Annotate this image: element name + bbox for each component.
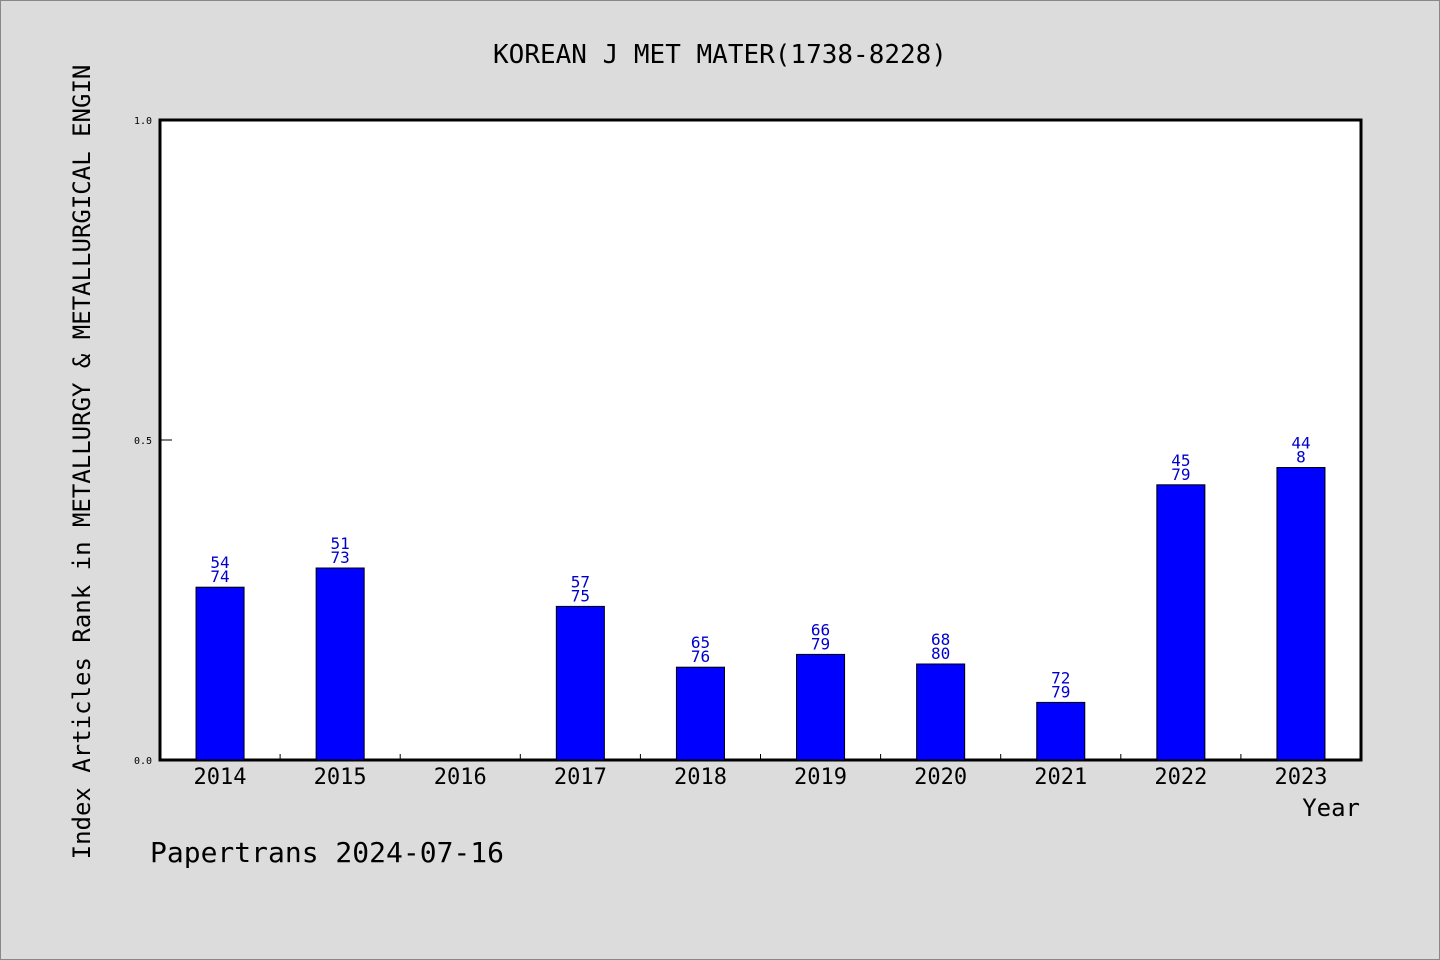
bar-2022 <box>1156 484 1206 761</box>
bar-label-top: 54 <box>210 553 229 572</box>
x-tick-label: 2015 <box>314 765 367 790</box>
bar-label-top: 44 <box>1291 434 1310 453</box>
y-axis-label: Index Articles Rank in METALLURGY & META… <box>68 65 96 860</box>
bar-label-bottom: 79 <box>811 634 830 653</box>
bar-label-top: 57 <box>571 572 590 591</box>
bar-2020 <box>916 663 966 761</box>
y-tick-label: 0.5 <box>134 436 152 447</box>
bar-label-top: 68 <box>931 630 950 649</box>
x-tick-label: 2020 <box>914 765 967 790</box>
x-tick-label: 2017 <box>554 765 607 790</box>
x-tick-label: 2018 <box>674 765 727 790</box>
bar-2023 <box>1276 467 1326 761</box>
bar-label-bottom: 79 <box>1051 682 1070 701</box>
bar-label-bottom: 76 <box>691 647 710 666</box>
bar-label-top: 72 <box>1051 668 1070 687</box>
y-tick-label: 1.0 <box>134 116 152 127</box>
bar-label-bottom: 8 <box>1296 448 1306 467</box>
bar-2019 <box>796 653 846 761</box>
bar-label-top: 65 <box>691 633 710 652</box>
credit-text: Papertrans 2024-07-16 <box>150 836 504 869</box>
bar-label-top: 51 <box>331 534 350 553</box>
y-axis-ticks: 0.0 0.5 1.0 <box>134 116 172 767</box>
x-tick-label: 2014 <box>194 765 247 790</box>
bar-2014 <box>195 586 245 761</box>
x-axis-ticks: 2014 2015 2016 2017 2018 2019 2020 2021 2022 2023 <box>194 754 1327 790</box>
bar-2017 <box>555 605 605 761</box>
x-tick-label: 2021 <box>1034 765 1087 790</box>
x-tick-label: 2023 <box>1274 765 1327 790</box>
bars <box>195 467 1326 761</box>
bar-2015 <box>315 567 365 761</box>
bar-label-bottom: 80 <box>931 644 950 663</box>
bar-label-bottom: 73 <box>331 548 350 567</box>
x-tick-label: 2022 <box>1154 765 1207 790</box>
x-tick-label: 2019 <box>794 765 847 790</box>
bar-2018 <box>675 666 725 761</box>
x-axis-label: Year <box>1302 794 1360 822</box>
bar-label-top: 45 <box>1171 451 1190 470</box>
bar-label-bottom: 75 <box>571 586 590 605</box>
bar-2021 <box>1036 701 1086 761</box>
bar-label-bottom: 79 <box>1171 465 1190 484</box>
chart-title: KOREAN J MET MATER(1738-8228) <box>493 40 947 70</box>
bar-label-top: 66 <box>811 620 830 639</box>
x-tick-label: 2016 <box>434 765 487 790</box>
bar-label-bottom: 74 <box>210 567 229 586</box>
y-tick-label: 0.0 <box>134 756 152 767</box>
